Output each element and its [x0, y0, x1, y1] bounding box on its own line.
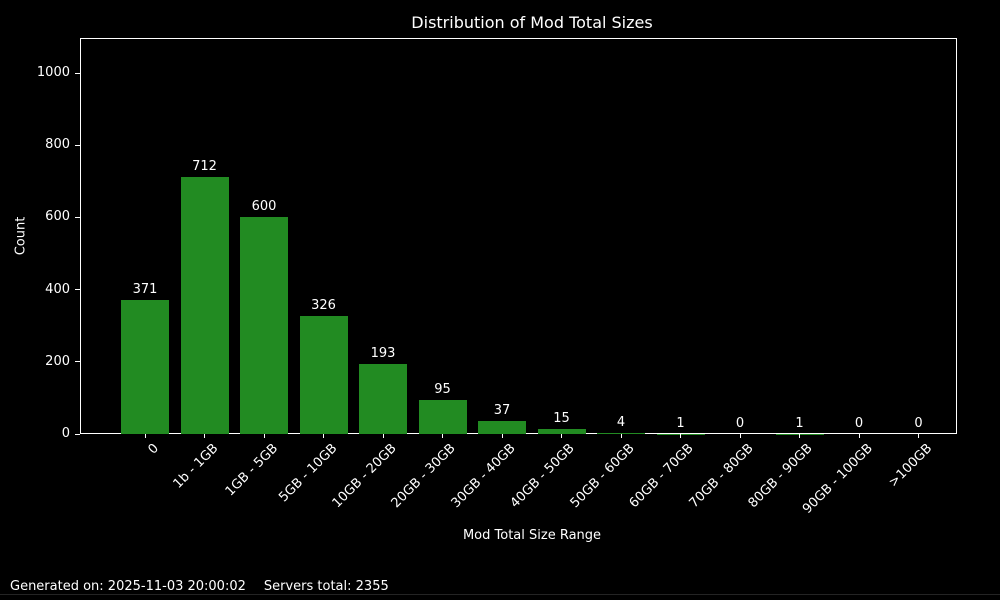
x-tick-label: 5GB - 10GB	[275, 441, 341, 506]
bar	[359, 364, 407, 434]
x-tick-mark	[263, 434, 265, 438]
y-tick-label: 200	[45, 353, 70, 369]
y-tick-label: 600	[45, 209, 70, 225]
servers-total: Servers total: 2355	[263, 579, 389, 594]
x-tick-mark	[680, 434, 681, 438]
bar	[537, 428, 586, 434]
bar-value-label: 37	[493, 402, 511, 418]
chart-title: Distribution of Mod Total Sizes	[411, 13, 653, 32]
bar-value-label: 326	[311, 298, 336, 314]
x-tick-mark	[561, 434, 562, 438]
y-tick-mark	[75, 289, 80, 291]
generated-timestamp: Generated on: 2025-11-03 20:00:02	[10, 579, 246, 594]
y-tick-label: 400	[45, 281, 70, 297]
x-tick-label: >100GB	[885, 441, 936, 491]
bar-value-label: 1	[795, 415, 804, 431]
bar	[299, 316, 348, 434]
x-tick-label: 1GB - 5GB	[222, 441, 281, 500]
bar	[121, 300, 169, 434]
bar-value-label: 193	[370, 346, 396, 362]
x-axis-label: Mod Total Size Range	[462, 528, 602, 543]
y-tick-mark	[75, 433, 80, 435]
bar-value-label: 371	[132, 282, 158, 298]
bar	[180, 176, 229, 434]
x-tick-mark	[382, 434, 384, 438]
bar-value-label: 0	[735, 416, 745, 431]
y-tick-mark	[75, 144, 80, 146]
x-tick-mark	[739, 434, 741, 438]
y-tick-mark	[75, 361, 80, 363]
bar-value-label: 1	[676, 415, 685, 431]
bar	[240, 217, 288, 434]
bar-value-label: 712	[192, 158, 217, 174]
bar-value-label: 600	[251, 199, 277, 215]
footer: Generated on: 2025-11-03 20:00:02 Server…	[10, 579, 389, 594]
x-tick-label: 1b - 1GB	[170, 441, 222, 492]
x-tick-mark	[204, 434, 205, 438]
x-tick-mark	[799, 434, 800, 438]
y-tick-mark	[75, 216, 80, 218]
x-tick-mark	[501, 434, 503, 438]
x-tick-mark	[442, 434, 443, 438]
bar-value-label: 4	[616, 414, 626, 430]
bar	[478, 420, 526, 434]
bar	[597, 432, 645, 434]
bottom-divider	[0, 594, 1000, 595]
bar	[418, 399, 467, 434]
x-tick-label: 0	[145, 441, 162, 458]
y-tick-label: 0	[61, 426, 70, 441]
bar-value-label: 95	[434, 381, 451, 397]
x-tick-mark	[620, 434, 622, 438]
x-tick-mark	[918, 434, 919, 438]
bar-value-label: 15	[553, 410, 570, 426]
x-tick-mark	[144, 434, 146, 438]
x-tick-mark	[858, 434, 860, 438]
bar-value-label: 0	[854, 416, 864, 431]
x-tick-mark	[323, 434, 324, 438]
y-tick-mark	[75, 72, 80, 74]
y-tick-label: 800	[45, 137, 70, 153]
bar-value-label: 0	[914, 416, 923, 431]
y-tick-label: 1000	[36, 65, 70, 80]
